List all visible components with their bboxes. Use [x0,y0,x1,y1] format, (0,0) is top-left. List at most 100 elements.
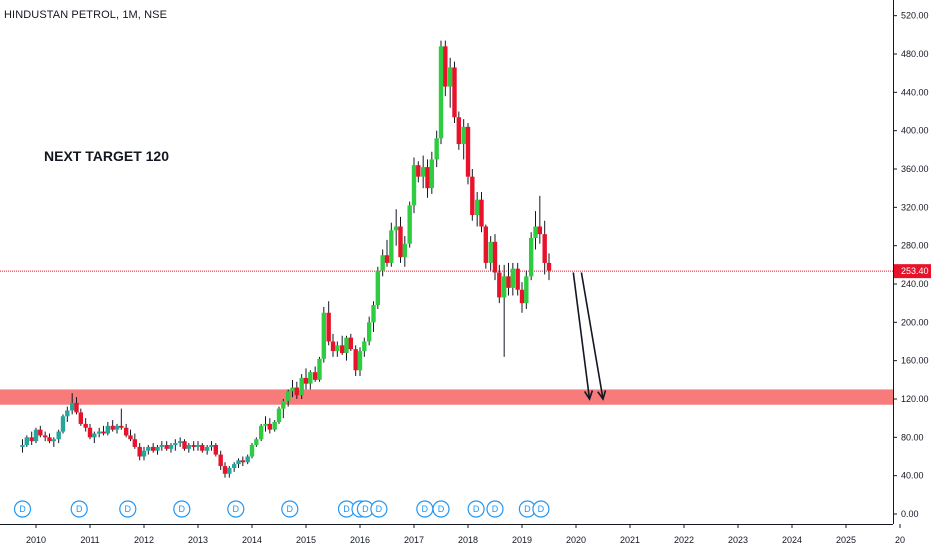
candle[interactable] [429,151,435,194]
candle[interactable] [159,441,165,451]
candle[interactable] [380,249,385,277]
candle[interactable] [510,262,516,296]
candle[interactable] [110,420,115,432]
candle[interactable] [362,337,367,357]
candle[interactable] [114,423,120,434]
candle[interactable] [524,270,529,309]
candle[interactable] [546,253,552,281]
candle[interactable] [357,347,363,376]
candle[interactable] [146,445,151,455]
candle[interactable] [182,439,187,451]
candle[interactable] [335,341,340,357]
candle[interactable] [416,161,421,183]
candle[interactable] [123,423,129,438]
candle[interactable] [402,236,408,267]
candle[interactable] [204,445,210,455]
candle[interactable] [267,418,273,434]
time-axis[interactable] [0,524,932,550]
candle[interactable] [375,266,381,309]
candle[interactable] [447,57,453,108]
candle[interactable] [515,262,520,296]
candle[interactable] [461,119,466,160]
candle[interactable] [132,433,138,449]
candle[interactable] [222,462,228,478]
candle[interactable] [308,370,313,390]
candle[interactable] [96,427,102,438]
candle[interactable] [371,301,376,332]
candle[interactable] [290,379,295,398]
candle[interactable] [83,418,88,432]
candle[interactable] [105,422,111,436]
candle[interactable] [29,431,34,445]
candle[interactable] [141,446,147,461]
candle[interactable] [168,443,174,453]
candle[interactable] [312,366,318,382]
dividend-marker[interactable]: D [432,500,450,518]
candle[interactable] [87,423,93,440]
candle[interactable] [492,234,498,281]
dividend-marker[interactable]: D [13,500,32,518]
candle[interactable] [276,406,282,424]
candle[interactable] [227,466,232,478]
candle[interactable] [69,393,75,415]
candle[interactable] [263,416,268,432]
candle[interactable] [470,169,475,221]
candle[interactable] [411,157,417,214]
candle[interactable] [317,356,322,382]
candle[interactable] [47,433,52,444]
dividend-marker[interactable]: D [119,500,137,518]
candle[interactable] [195,441,201,451]
candle[interactable] [398,216,403,263]
candle[interactable] [209,441,214,451]
candle[interactable] [177,437,183,447]
candle[interactable] [465,123,471,185]
candle[interactable] [434,130,439,168]
candle[interactable] [339,335,345,355]
candle[interactable] [231,462,237,472]
candle[interactable] [74,397,79,415]
candle[interactable] [528,232,534,281]
candle[interactable] [218,450,223,470]
dividend-marker[interactable]: D [486,500,504,518]
candle[interactable] [299,374,304,399]
candle[interactable] [101,425,106,436]
candle[interactable] [24,435,30,447]
candle[interactable] [533,211,538,250]
candle[interactable] [326,301,331,346]
candle[interactable] [92,431,97,444]
dividend-marker[interactable]: D [467,500,485,518]
candle[interactable] [240,456,246,467]
candle[interactable] [348,333,354,352]
candle[interactable] [497,264,502,304]
candle[interactable] [150,443,156,453]
candle[interactable] [38,425,43,438]
candle[interactable] [65,406,70,422]
candle[interactable] [474,192,480,227]
candle[interactable] [519,282,525,313]
candle[interactable] [456,111,462,150]
candle[interactable] [420,155,426,189]
candle[interactable] [78,408,84,426]
candle[interactable] [285,389,291,407]
candle[interactable] [438,40,444,145]
candle[interactable] [33,427,39,444]
candle[interactable] [191,441,196,451]
dividend-marker[interactable]: D [532,500,550,518]
candle[interactable] [389,222,394,267]
candle[interactable] [258,423,264,442]
candle[interactable] [20,439,25,453]
candle[interactable] [393,209,399,246]
candle[interactable] [200,443,205,453]
dividend-marker[interactable]: D [281,500,299,518]
candle[interactable] [281,399,286,419]
candle[interactable] [407,201,412,248]
candle[interactable] [483,224,489,269]
candle[interactable] [272,420,277,432]
candle[interactable] [56,429,61,444]
candle[interactable] [506,262,511,296]
candle[interactable] [452,61,457,123]
candle[interactable] [294,381,300,399]
candle[interactable] [443,40,448,97]
